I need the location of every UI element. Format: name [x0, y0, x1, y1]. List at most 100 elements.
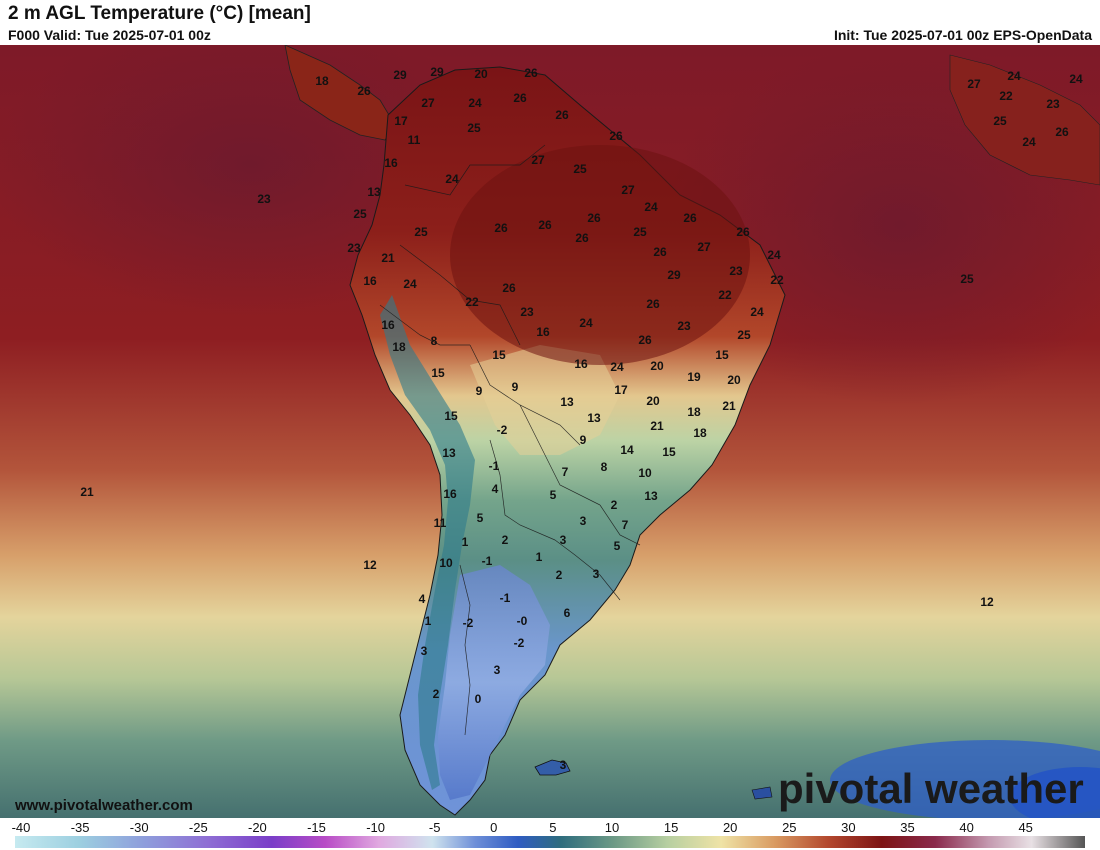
temperature-label: 27	[531, 153, 545, 167]
temperature-label: 27	[697, 240, 711, 254]
temperature-label: 22	[465, 295, 479, 309]
temperature-label: 26	[646, 297, 660, 311]
temperature-label: -0	[516, 614, 528, 628]
west-africa	[949, 54, 1100, 186]
temperature-label: -1	[488, 459, 500, 473]
temperature-label: 24	[445, 172, 459, 186]
temperature-label: 24	[1022, 135, 1036, 149]
colorbar-tick-label: -15	[307, 820, 326, 835]
temperature-label: 25	[737, 328, 751, 342]
temperature-label: 22	[999, 89, 1013, 103]
temperature-label: 24	[644, 200, 658, 214]
temperature-label: 3	[579, 514, 587, 528]
map-canvas	[0, 45, 1100, 818]
temperature-label: 26	[683, 211, 697, 225]
temperature-label: 11	[433, 516, 447, 530]
temperature-label: 20	[646, 394, 660, 408]
temperature-label: 13	[587, 411, 601, 425]
temperature-label: 15	[662, 445, 676, 459]
temperature-label: 3	[493, 663, 501, 677]
temperature-label: 1	[461, 535, 469, 549]
colorbar-tick-label: 45	[1018, 820, 1033, 835]
temperature-label: 7	[561, 465, 569, 479]
init-time: Init: Tue 2025-07-01 00z EPS-OpenData	[833, 27, 1092, 43]
temperature-label: 26	[587, 211, 601, 225]
temperature-map[interactable]: 18 29 29 20 26 26 27 24 26 26 17 25 26 11 16 27 25 24 13 23…	[0, 45, 1100, 818]
temperature-label: 20	[727, 373, 741, 387]
temperature-label: 9	[579, 433, 587, 447]
temperature-label: -2	[496, 423, 508, 437]
temperature-label: 17	[614, 383, 628, 397]
temperature-label: 24	[767, 248, 781, 262]
temperature-label: -1	[499, 591, 511, 605]
island	[751, 786, 773, 800]
falkland-islands	[534, 759, 571, 776]
temperature-label: 24	[403, 277, 417, 291]
country-borders	[379, 144, 641, 736]
temperature-label: 5	[476, 511, 484, 525]
temperature-label: 26	[513, 91, 527, 105]
map-title: 2 m AGL Temperature (°C) [mean]	[8, 3, 311, 24]
central-america	[284, 45, 396, 141]
temperature-label: 21	[650, 419, 664, 433]
temperature-label: 23	[1046, 97, 1060, 111]
temperature-label: 0	[474, 692, 482, 706]
temperature-label: 14	[620, 443, 634, 457]
valid-time: F000 Valid: Tue 2025-07-01 00z	[8, 27, 211, 43]
temperature-label: 25	[353, 207, 367, 221]
temperature-label: 23	[257, 192, 271, 206]
brand-text: pivotal weather	[778, 765, 1084, 812]
temperature-label: 16	[536, 325, 550, 339]
temperature-label: 26	[1055, 125, 1069, 139]
temperature-label: 23	[729, 264, 743, 278]
colorbar-tick-label: 10	[604, 820, 620, 835]
temperature-label: 2	[555, 568, 563, 582]
temperature-label: 26	[653, 245, 667, 259]
temperature-label: 13	[367, 185, 381, 199]
brand-logo: pivotal weather	[778, 765, 1084, 813]
colorbar-tick-label: -25	[188, 820, 208, 835]
temperature-label: 26	[494, 221, 508, 235]
temperature-label: 19	[687, 370, 701, 384]
temperature-label: 18	[315, 74, 329, 88]
temperature-label: 1	[535, 550, 543, 564]
temperature-label: 25	[414, 225, 428, 239]
colorbar-tick-label: 30	[841, 820, 856, 835]
cold-patch	[1010, 767, 1100, 818]
temperature-label: 18	[693, 426, 707, 440]
temperature-label: 2	[610, 498, 618, 512]
temperature-label: 26	[524, 66, 538, 80]
temperature-label: 13	[442, 446, 456, 460]
temperature-label: 25	[993, 114, 1007, 128]
colorbar-tick-label: 0	[490, 820, 498, 835]
temperature-label: 23	[677, 319, 691, 333]
temperature-label: 27	[967, 77, 981, 91]
temperature-label: 29	[393, 68, 407, 82]
colorbar-tick-label: 35	[900, 820, 915, 835]
temperature-label: 17	[394, 114, 408, 128]
temperature-label: 13	[560, 395, 574, 409]
header: 2 m AGL Temperature (°C) [mean] F000 Val…	[0, 0, 1100, 45]
temperature-label: 15	[715, 348, 729, 362]
temperature-label: 1	[424, 614, 432, 628]
temperature-label: 26	[736, 225, 750, 239]
temperature-label: 25	[960, 272, 974, 286]
temperature-label: 13	[644, 489, 658, 503]
temperature-label: 27	[621, 183, 635, 197]
temperature-label: 6	[563, 606, 571, 620]
temperature-label: 22	[718, 288, 732, 302]
amazon-warm-core	[450, 145, 750, 365]
temperature-label: 26	[638, 333, 652, 347]
temperature-label: 27	[421, 96, 435, 110]
temperature-label: 26	[609, 129, 623, 143]
colorbar-tick-label: -35	[70, 820, 90, 835]
temperature-label: 16	[574, 357, 588, 371]
temperature-label: 12	[980, 595, 994, 609]
temperature-label: 24	[610, 360, 624, 374]
temperature-label: 8	[600, 460, 608, 474]
colorbar-tick-label: -5	[428, 820, 441, 835]
temperature-label: 18	[687, 405, 701, 419]
website-url[interactable]: www.pivotalweather.com	[15, 797, 193, 814]
temperature-label: 7	[621, 518, 629, 532]
temperature-label: -1	[481, 554, 493, 568]
